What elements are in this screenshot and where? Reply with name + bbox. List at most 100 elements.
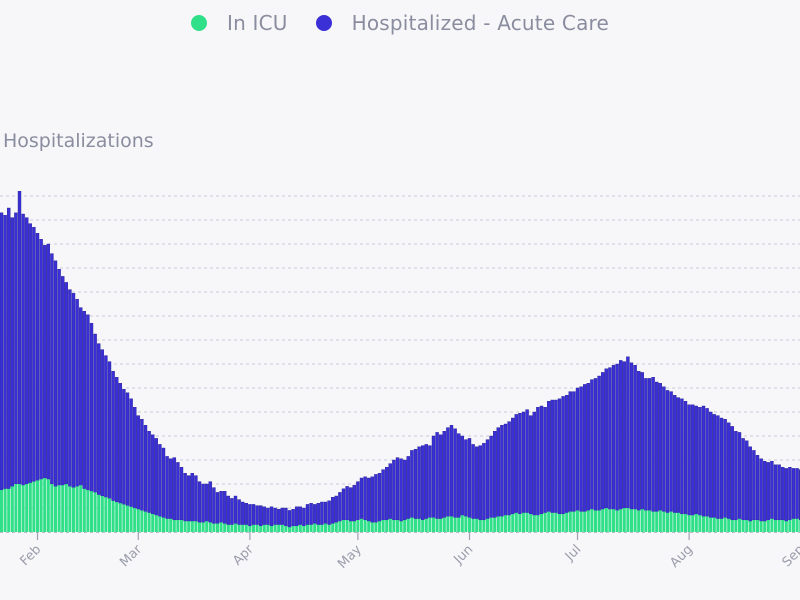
bar-acute-care[interactable] xyxy=(197,481,202,523)
bar-icu[interactable] xyxy=(428,517,432,532)
bar-acute-care[interactable] xyxy=(547,401,551,512)
bar-icu[interactable] xyxy=(435,518,439,532)
bar-icu[interactable] xyxy=(450,516,453,532)
bar-acute-care[interactable] xyxy=(179,467,184,521)
bar-acute-care[interactable] xyxy=(788,467,792,521)
bar-acute-care[interactable] xyxy=(575,387,580,511)
bar-acute-care[interactable] xyxy=(143,425,148,512)
bar-acute-care[interactable] xyxy=(331,497,335,524)
bar-icu[interactable] xyxy=(698,515,702,532)
bar-acute-care[interactable] xyxy=(341,488,346,521)
bar-icu[interactable] xyxy=(442,517,446,532)
bar-icu[interactable] xyxy=(356,520,360,532)
bar-icu[interactable] xyxy=(662,511,666,532)
bar-acute-care[interactable] xyxy=(673,395,677,514)
bar-icu[interactable] xyxy=(680,514,684,532)
bar-acute-care[interactable] xyxy=(125,392,130,506)
bar-icu[interactable] xyxy=(655,511,659,532)
bar-icu[interactable] xyxy=(522,512,525,532)
bar-icu[interactable] xyxy=(28,482,32,532)
bar-icu[interactable] xyxy=(72,487,75,532)
bar-icu[interactable] xyxy=(216,523,219,532)
bar-icu[interactable] xyxy=(180,520,183,532)
bar-acute-care[interactable] xyxy=(525,409,529,514)
bar-acute-care[interactable] xyxy=(449,425,454,517)
bar-icu[interactable] xyxy=(93,492,97,532)
bar-acute-care[interactable] xyxy=(723,419,727,518)
bar-acute-care[interactable] xyxy=(226,495,231,525)
bar-icu[interactable] xyxy=(493,517,497,532)
bar-acute-care[interactable] xyxy=(64,282,69,485)
bar-icu[interactable] xyxy=(363,520,367,532)
bar-acute-care[interactable] xyxy=(237,499,241,526)
bar-icu[interactable] xyxy=(381,520,385,532)
bar-icu[interactable] xyxy=(162,517,165,532)
bar-icu[interactable] xyxy=(64,484,68,532)
bar-icu[interactable] xyxy=(684,514,687,532)
bar-icu[interactable] xyxy=(244,524,248,532)
bar-icu[interactable] xyxy=(604,508,608,532)
bar-acute-care[interactable] xyxy=(446,427,450,517)
bar-icu[interactable] xyxy=(385,520,389,532)
bar-icu[interactable] xyxy=(295,526,299,532)
bar-icu[interactable] xyxy=(640,509,644,532)
bar-icu[interactable] xyxy=(50,484,54,532)
bar-acute-care[interactable] xyxy=(161,447,166,518)
bar-icu[interactable] xyxy=(392,520,396,532)
bar-acute-care[interactable] xyxy=(611,365,616,510)
bar-acute-care[interactable] xyxy=(644,378,648,511)
bar-acute-care[interactable] xyxy=(230,498,234,525)
bar-icu[interactable] xyxy=(136,509,140,532)
bar-icu[interactable] xyxy=(619,509,623,532)
bar-acute-care[interactable] xyxy=(658,383,662,511)
bar-icu[interactable] xyxy=(187,521,191,532)
bar-acute-care[interactable] xyxy=(208,481,213,523)
bar-acute-care[interactable] xyxy=(529,415,533,515)
bar-icu[interactable] xyxy=(543,512,547,532)
bar-acute-care[interactable] xyxy=(532,411,536,516)
bar-acute-care[interactable] xyxy=(222,491,227,524)
bar-acute-care[interactable] xyxy=(28,223,32,484)
bar-icu[interactable] xyxy=(421,520,425,532)
bar-icu[interactable] xyxy=(482,520,486,532)
bar-acute-care[interactable] xyxy=(370,476,374,523)
bar-icu[interactable] xyxy=(496,516,500,532)
bar-acute-care[interactable] xyxy=(676,397,680,514)
bar-icu[interactable] xyxy=(687,515,691,532)
bar-acute-care[interactable] xyxy=(302,507,306,527)
bar-icu[interactable] xyxy=(630,509,633,532)
bar-acute-care[interactable] xyxy=(752,450,756,521)
bar-acute-care[interactable] xyxy=(489,435,493,518)
bar-icu[interactable] xyxy=(100,496,104,532)
bar-icu[interactable] xyxy=(3,488,7,532)
bar-icu[interactable] xyxy=(561,514,565,532)
bar-acute-care[interactable] xyxy=(784,468,788,522)
bar-icu[interactable] xyxy=(766,520,770,532)
bar-icu[interactable] xyxy=(396,520,399,532)
bar-acute-care[interactable] xyxy=(435,432,439,519)
bar-icu[interactable] xyxy=(478,520,482,532)
bar-icu[interactable] xyxy=(255,524,259,532)
bar-acute-care[interactable] xyxy=(284,507,288,527)
bar-icu[interactable] xyxy=(291,526,295,532)
bar-acute-care[interactable] xyxy=(514,414,518,513)
bar-acute-care[interactable] xyxy=(485,439,490,520)
bar-acute-care[interactable] xyxy=(712,414,716,518)
bar-acute-care[interactable] xyxy=(399,458,403,522)
bar-icu[interactable] xyxy=(651,511,655,532)
bar-icu[interactable] xyxy=(169,518,173,532)
bar-icu[interactable] xyxy=(576,510,579,532)
bar-icu[interactable] xyxy=(46,479,50,532)
bar-icu[interactable] xyxy=(86,490,90,532)
bar-icu[interactable] xyxy=(705,516,709,532)
bar-icu[interactable] xyxy=(399,521,403,532)
bar-acute-care[interactable] xyxy=(478,445,482,521)
bar-acute-care[interactable] xyxy=(150,434,155,515)
bar-icu[interactable] xyxy=(460,515,464,532)
bar-icu[interactable] xyxy=(151,514,155,532)
bar-icu[interactable] xyxy=(716,518,720,532)
bar-acute-care[interactable] xyxy=(431,435,436,518)
bar-acute-care[interactable] xyxy=(734,431,738,521)
bar-icu[interactable] xyxy=(486,518,489,532)
bar-icu[interactable] xyxy=(518,514,522,532)
